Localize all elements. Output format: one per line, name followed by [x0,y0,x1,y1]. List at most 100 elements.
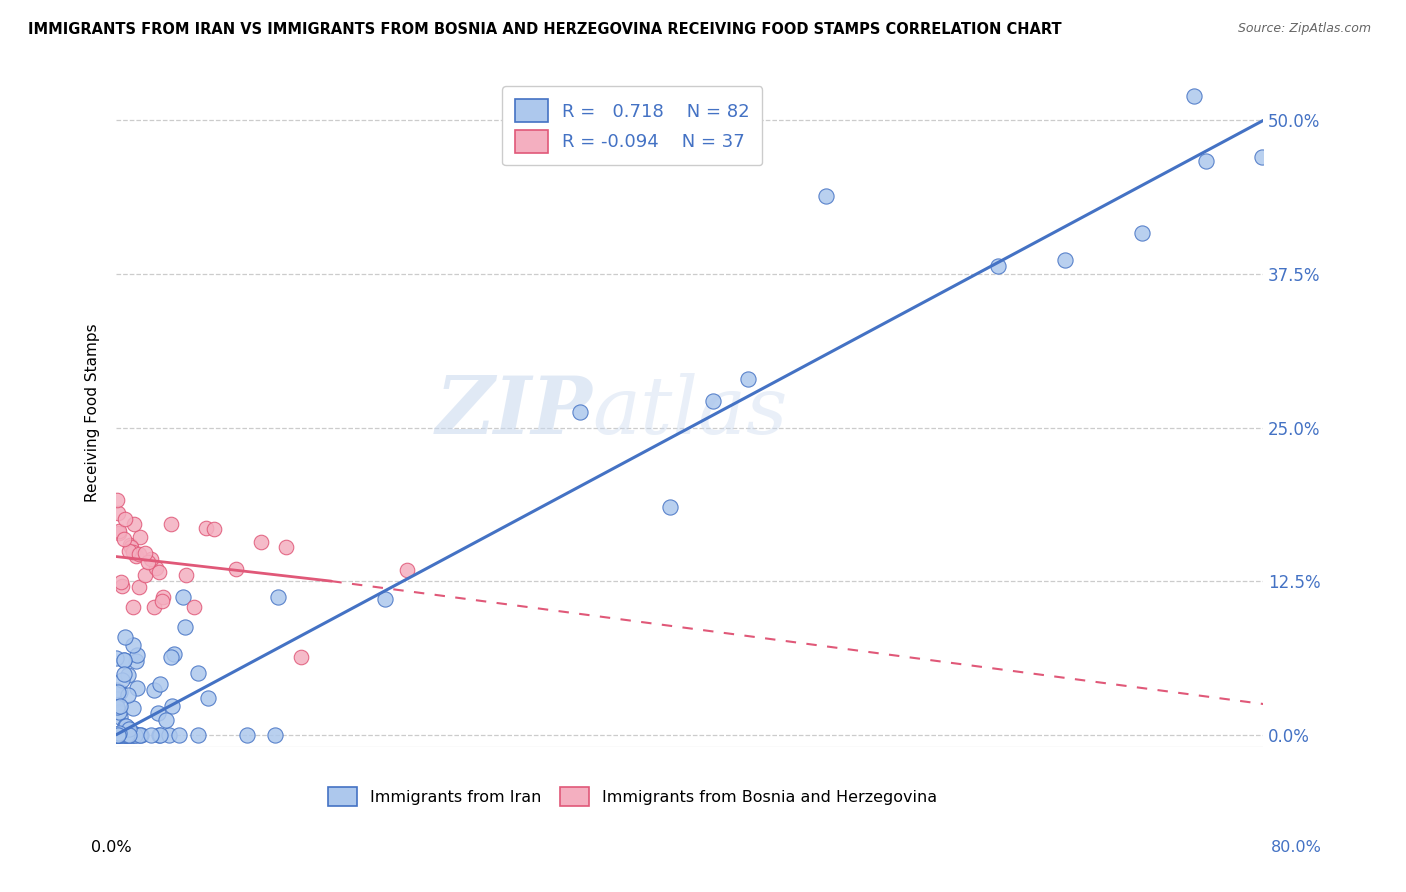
Point [141,728,163,742]
Point [121,728,143,742]
Point [111,728,134,742]
Point [159,649,181,664]
Point [107,728,129,742]
Point [145,561,167,575]
Point [110,728,132,742]
Point [160,516,183,531]
Text: 0.0%: 0.0% [91,840,132,855]
Point [148,728,170,742]
Point [136,555,159,569]
Point [167,728,190,742]
Text: Source: ZipAtlas.com: Source: ZipAtlas.com [1237,22,1371,36]
Point [110,728,132,742]
Point [183,600,205,615]
Point [274,540,297,554]
Point [149,677,172,691]
Point [1194,153,1216,168]
Legend: Immigrants from Iran, Immigrants from Bosnia and Herzegovina: Immigrants from Iran, Immigrants from Bo… [322,780,943,813]
Point [128,547,150,561]
Point [148,728,170,742]
Point [142,599,165,614]
Point [374,591,396,606]
Point [128,728,150,742]
Point [395,563,418,577]
Point [225,562,247,576]
Point [118,728,141,742]
Point [122,701,145,715]
Point [117,721,139,735]
Point [114,728,136,742]
Point [659,500,682,515]
Point [134,568,156,582]
Point [1130,226,1153,240]
Y-axis label: Receiving Food Stamps: Receiving Food Stamps [86,323,100,501]
Point [124,728,146,742]
Point [110,575,132,590]
Point [150,594,173,608]
Text: atlas: atlas [592,374,787,451]
Point [111,579,134,593]
Point [105,692,128,706]
Point [128,530,150,544]
Point [186,665,208,680]
Point [702,393,724,408]
Point [105,728,128,742]
Point [115,728,138,742]
Point [121,726,143,740]
Point [105,728,128,742]
Point [108,706,131,720]
Point [152,591,174,605]
Point [107,506,129,520]
Point [112,532,135,546]
Point [124,516,146,531]
Point [125,681,148,696]
Point [127,648,149,662]
Point [114,719,136,733]
Point [105,728,128,742]
Point [117,544,139,558]
Text: 80.0%: 80.0% [1271,840,1322,855]
Point [157,728,180,742]
Point [122,600,145,615]
Point [120,728,142,742]
Point [110,685,132,699]
Point [264,728,287,742]
Point [114,511,136,525]
Point [107,728,129,742]
Point [250,534,273,549]
Point [155,713,177,727]
Point [105,682,128,697]
Point [187,728,209,742]
Point [146,706,169,720]
Point [108,728,131,742]
Point [236,728,259,742]
Point [105,493,128,508]
Point [105,650,128,665]
Point [290,649,312,664]
Point [1054,253,1077,268]
Text: IMMIGRANTS FROM IRAN VS IMMIGRANTS FROM BOSNIA AND HERZEGOVINA RECEIVING FOOD ST: IMMIGRANTS FROM IRAN VS IMMIGRANTS FROM … [28,22,1062,37]
Point [117,728,139,742]
Point [815,189,838,203]
Point [987,259,1010,273]
Point [110,699,132,714]
Point [129,728,152,742]
Point [107,524,129,538]
Point [127,728,149,742]
Point [569,405,592,419]
Point [194,521,217,535]
Point [163,647,186,661]
Point [120,538,142,552]
Point [737,372,759,386]
Point [122,545,145,559]
Point [105,700,128,714]
Point [114,719,136,733]
Point [174,619,197,633]
Point [125,654,148,668]
Point [108,710,131,724]
Point [117,688,139,702]
Point [174,568,197,582]
Point [112,653,135,667]
Point [1251,150,1274,164]
Point [117,667,139,681]
